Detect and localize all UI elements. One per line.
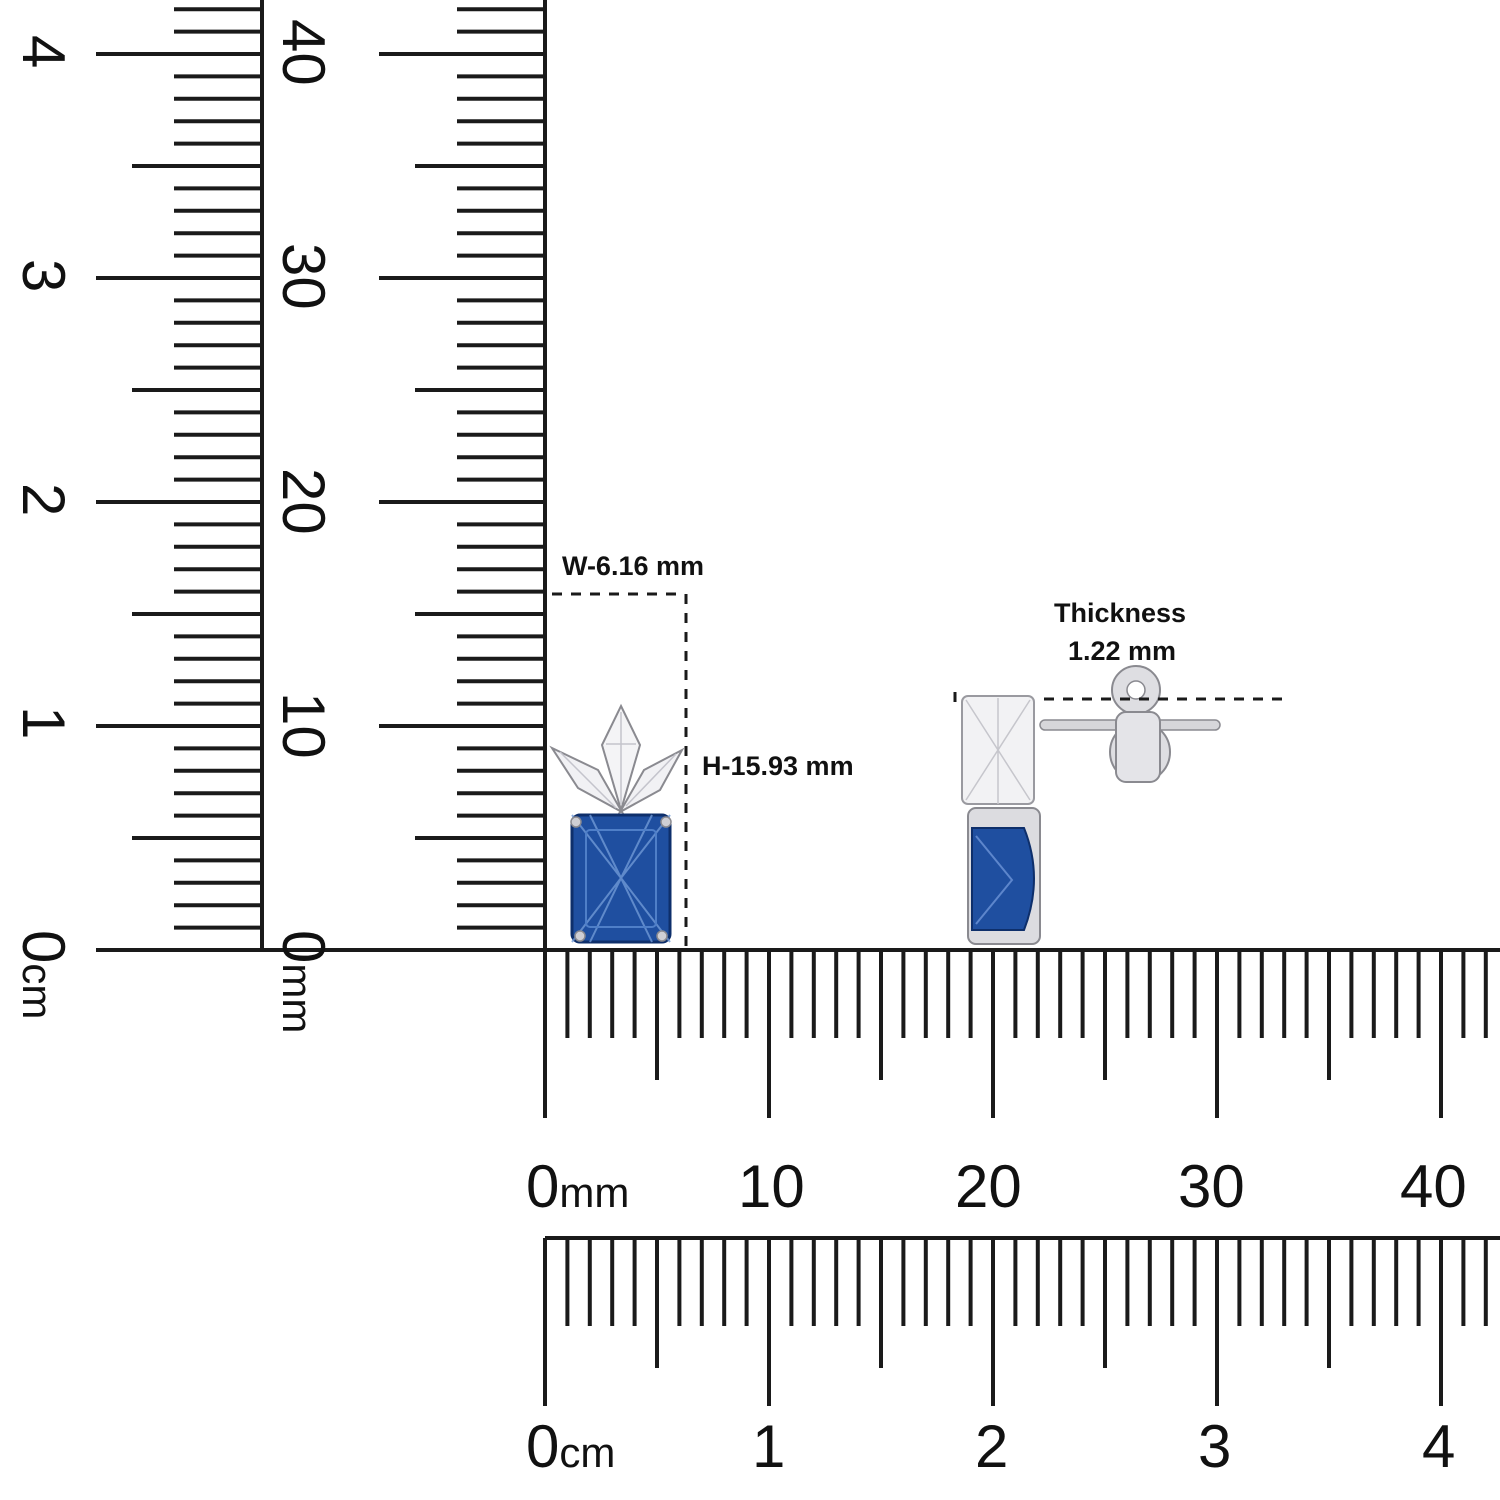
vmm-label-30: 30 [270,243,337,310]
vmm-label-0: 0mm [270,930,337,1034]
measurement-guides [552,592,1286,948]
vmm-label-10: 10 [270,692,337,759]
vmm-label-20: 20 [270,468,337,535]
earring-front-view [549,703,685,944]
hmm-label-20: 20 [955,1153,1022,1220]
thickness-value: 1.22 mm [1068,636,1177,666]
earring-side-view [961,665,1221,945]
vcm-label-3: 3 [10,259,77,293]
hcm-label-4: 4 [1422,1413,1456,1480]
sapphire-stone-side [971,827,1035,931]
hmm-label-10: 10 [738,1153,805,1220]
ruler-ticks [96,0,1500,1406]
butterfly-back [1109,665,1171,783]
vcm-label-1: 1 [10,706,77,740]
vcm-label-4: 4 [10,35,77,69]
marquise-stones-front [549,703,685,815]
hcm-label-0: 0cm [526,1413,616,1480]
vmm-label-40: 40 [270,19,337,86]
hcm-label-3: 3 [1198,1413,1232,1480]
height-label: H-15.93 mm [702,751,854,781]
vcm-label-0: 0cm [10,930,77,1020]
prong-claws-front [570,816,672,942]
vcm-label-2: 2 [10,483,77,517]
hcm-label-2: 2 [975,1413,1009,1480]
hmm-label-0: 0mm [526,1153,630,1220]
width-label: W-6.16 mm [562,551,705,581]
hcm-label-1: 1 [752,1413,786,1480]
thickness-title: Thickness [1054,598,1187,628]
hmm-label-40: 40 [1400,1153,1467,1220]
hmm-label-30: 30 [1178,1153,1245,1220]
